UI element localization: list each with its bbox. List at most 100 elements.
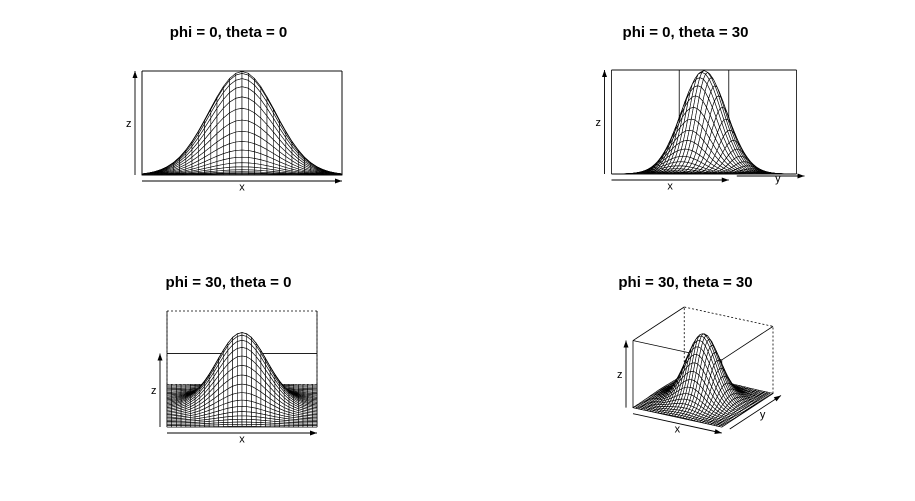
surface-facet (260, 424, 266, 427)
surface-facet (227, 411, 233, 418)
chart-title: phi = 0, theta = 0 (169, 24, 288, 41)
x-axis-arrowhead (335, 178, 342, 184)
chart-title: phi = 0, theta = 30 (622, 24, 749, 41)
surface-facet (237, 424, 243, 427)
surface-facet (307, 425, 313, 428)
surface-facet (241, 399, 247, 407)
surface-mesh (166, 332, 318, 428)
surface-facet (246, 411, 252, 417)
surface-facet (241, 334, 247, 342)
surface-facet (246, 423, 252, 427)
surface-facet (265, 424, 271, 427)
z-axis-arrowhead (157, 353, 163, 361)
surface-facet (241, 96, 249, 110)
chart-panel-2: phi = 0, theta = 30 x y z (457, 0, 914, 250)
surface-facet (241, 86, 249, 99)
surface-mesh (141, 71, 343, 176)
surface-facet (241, 411, 247, 417)
surface-facet (241, 415, 247, 420)
surface-facet (237, 411, 243, 417)
surface-facet (237, 383, 243, 394)
surface-facet (235, 107, 243, 122)
z-axis-label: z (617, 369, 623, 381)
surface-facet (235, 130, 243, 143)
x-axis-label: x (239, 181, 245, 193)
surface-facet (241, 383, 247, 394)
surface-facet (176, 425, 182, 428)
surface-facet (241, 424, 247, 427)
surface-facet (311, 425, 318, 428)
surface-facet (246, 418, 252, 423)
surface-facet (237, 419, 243, 423)
x-axis-label: x (675, 424, 681, 436)
surface-facet (297, 425, 304, 428)
surface-facet (216, 172, 224, 175)
surface-facet (255, 424, 262, 427)
surface-facet (241, 156, 249, 164)
surface-facet (229, 172, 237, 175)
surface-facet (185, 425, 191, 428)
surface-facet (266, 173, 274, 175)
x-axis-arrowhead (310, 430, 317, 436)
z-axis-label: z (151, 385, 157, 397)
y-axis-arrow (729, 395, 782, 430)
x-axis-arrow (632, 413, 722, 434)
surface-facet (260, 172, 268, 175)
surface-facet (302, 425, 308, 428)
surface-facet (241, 166, 249, 171)
surface-facet (204, 424, 210, 427)
surface-facet (210, 173, 218, 175)
surface-facet (171, 425, 177, 428)
perspective-plot: xz (151, 310, 318, 445)
surface-mesh (611, 70, 797, 175)
surface-facet (232, 423, 238, 427)
surface-facet (227, 424, 233, 427)
surface-facet (235, 86, 243, 99)
surface-mesh (632, 333, 774, 428)
surface-facet (235, 141, 243, 151)
surface-facet (241, 172, 249, 175)
surface-facet (194, 424, 201, 428)
z-axis-arrowhead (623, 340, 629, 348)
surface-facet (237, 346, 243, 358)
perspective-plot: x y z (617, 306, 782, 436)
surface-facet (237, 364, 243, 376)
surface-facet (237, 421, 243, 425)
surface-facet (241, 364, 247, 376)
surface-facet (241, 421, 247, 425)
surface-facet (235, 119, 243, 133)
y-axis-label: y (760, 409, 766, 421)
surface-facet (248, 172, 255, 175)
surface-facet (232, 418, 238, 423)
surface-facet (241, 141, 249, 151)
surface-facet (272, 173, 280, 175)
surface-facet (279, 173, 287, 175)
surface-facet (223, 424, 229, 427)
surface-facet (229, 162, 237, 168)
surface-facet (232, 411, 238, 417)
y-axis-arrowhead (773, 395, 781, 402)
surface-facet (718, 424, 725, 428)
x-axis-label: x (239, 433, 245, 445)
surface-facet (198, 173, 205, 175)
x-axis-arrowhead (721, 177, 729, 183)
surface-facet (232, 415, 238, 420)
x-axis-label: x (667, 180, 673, 192)
chart-title: phi = 30, theta = 0 (165, 274, 292, 291)
z-axis-arrowhead (132, 71, 138, 78)
surface-facet (241, 130, 249, 143)
z-axis-arrowhead (602, 70, 607, 77)
surface-facet (248, 157, 255, 164)
x-axis-arrowhead (714, 429, 722, 434)
surface-facet (251, 411, 257, 418)
surface-facet (241, 107, 249, 122)
surface-facet (213, 424, 219, 427)
box-edge (721, 326, 774, 361)
surface-facet (241, 419, 247, 423)
surface-facet (204, 173, 212, 175)
surface-facet (248, 150, 255, 159)
surface-facet (241, 346, 247, 358)
box-edge (684, 306, 774, 327)
